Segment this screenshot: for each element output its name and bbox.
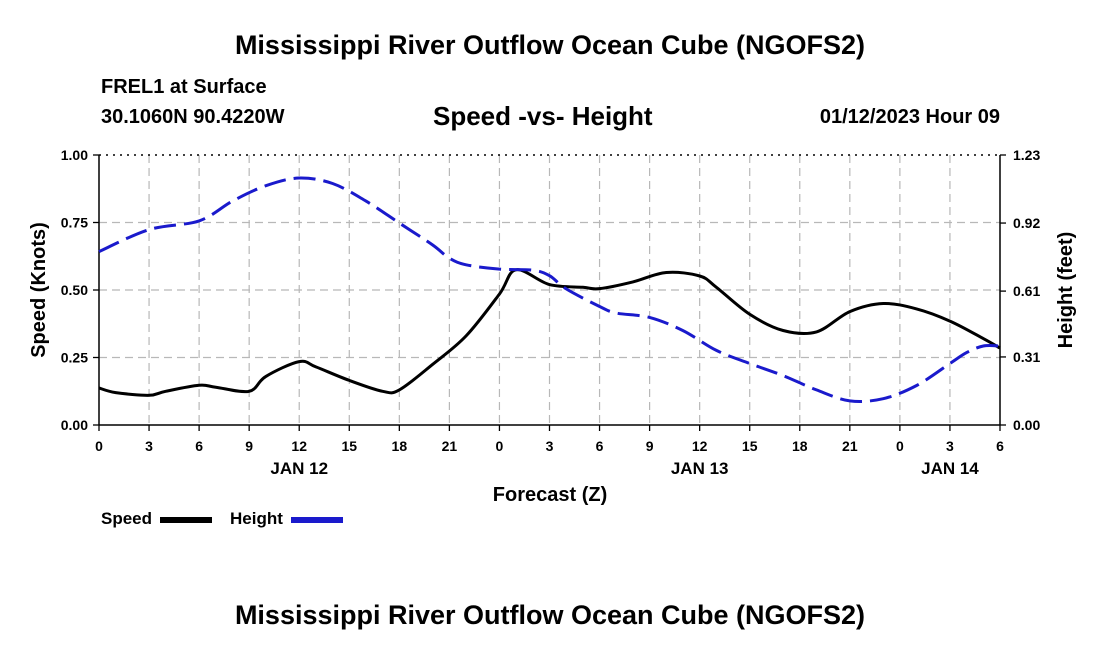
x-tick-label: 0: [496, 438, 504, 454]
axes: 0 3 6 9 12 15 18 21 0 3 6 9 12 15 18 21 0 3 6 JAN 12 JAN 13 J…: [61, 147, 1041, 478]
x-tick-label: 15: [341, 438, 357, 454]
y2-tick-label: 0.31: [1013, 349, 1040, 365]
x-axis-label: Forecast (Z): [493, 484, 607, 506]
station-label: FREL1 at Surface: [101, 76, 267, 98]
x-tick-label: 18: [792, 438, 808, 454]
x-tick-label: 6: [195, 438, 203, 454]
x-tick-label: 18: [392, 438, 408, 454]
y-tick-label: 0.00: [61, 417, 88, 433]
grid: [99, 154, 1000, 425]
y-axis-label-left: Speed (Knots): [28, 222, 50, 358]
y-tick-label: 1.00: [61, 147, 88, 163]
y2-tick-label: 0.00: [1013, 417, 1040, 433]
legend-speed-swatch: [160, 517, 212, 523]
x-tick-label: 0: [896, 438, 904, 454]
x-tick-label: 6: [596, 438, 604, 454]
legend-speed-label: Speed: [101, 509, 153, 528]
date-label: JAN 13: [671, 459, 729, 478]
date-label: JAN 12: [270, 459, 328, 478]
series: [98, 176, 1001, 403]
chart-title: Speed -vs- Height: [433, 101, 653, 131]
legend-height-label: Height: [230, 509, 283, 528]
x-tick-label: 3: [145, 438, 153, 454]
x-tick-label: 9: [646, 438, 654, 454]
date-label: JAN 14: [921, 459, 979, 478]
y2-tick-label: 0.61: [1013, 283, 1040, 299]
forecast-datetime: 01/12/2023 Hour 09: [819, 106, 1000, 128]
y2-tick-label: 1.23: [1013, 147, 1040, 163]
x-tick-label: 9: [245, 438, 253, 454]
y-tick-label: 0.50: [61, 282, 88, 298]
y-tick-label: 0.75: [61, 215, 88, 231]
y-axis-label-right: Height (feet): [1055, 232, 1077, 349]
x-tick-label: 15: [742, 438, 758, 454]
page-title: Mississippi River Outflow Ocean Cube (NG…: [234, 30, 866, 60]
x-tick-label: 21: [442, 438, 458, 454]
y-tick-label: 0.25: [61, 350, 88, 366]
x-tick-label: 3: [946, 438, 954, 454]
height-series-line: [98, 176, 1001, 403]
x-tick-label: 21: [842, 438, 858, 454]
x-tick-label: 0: [95, 438, 103, 454]
x-tick-label: 6: [996, 438, 1004, 454]
x-tick-label: 12: [291, 438, 307, 454]
x-tick-label: 12: [692, 438, 708, 454]
y2-tick-label: 0.92: [1013, 215, 1040, 231]
x-tick-label: 3: [546, 438, 554, 454]
station-coordinates: 30.1060N 90.4220W: [101, 106, 285, 128]
legend-height-swatch: [291, 517, 343, 523]
footer-title: Mississippi River Outflow Ocean Cube (NG…: [234, 600, 866, 630]
